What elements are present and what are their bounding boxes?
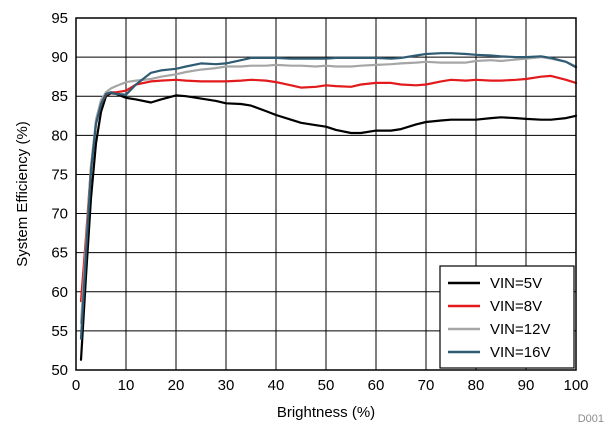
y-tick-label: 75 — [51, 166, 68, 183]
x-tick-label: 80 — [468, 377, 485, 394]
series-lines — [79, 52, 578, 361]
x-tick-label: 20 — [168, 377, 185, 394]
legend-items: VIN=5V VIN=8V VIN=12V VIN=16V — [448, 275, 550, 361]
x-tick-label: 60 — [368, 377, 385, 394]
x-tick-label: 10 — [118, 377, 135, 394]
tick-labels: 0 10 20 30 40 50 60 70 80 90 100 50 55 60 65 70 75 80 85 90… — [51, 10, 588, 394]
y-tick-label: 65 — [51, 245, 68, 262]
legend-label: VIN=5V — [490, 275, 542, 292]
y-tick-label: 80 — [51, 127, 68, 144]
series-line-vin-12v — [79, 55, 578, 325]
legend-label: VIN=8V — [490, 298, 542, 315]
series-line-vin-16v — [79, 52, 578, 340]
x-tick-label: 40 — [268, 377, 285, 394]
y-tick-label: 85 — [51, 88, 68, 105]
y-tick-label: 60 — [51, 284, 68, 301]
x-axis-label: Brightness (%) — [277, 404, 375, 421]
y-tick-label: 55 — [51, 323, 68, 340]
legend: VIN=5V VIN=8V VIN=12V VIN=16V — [439, 265, 575, 369]
y-axis-label: System Efficiency (%) — [14, 121, 31, 267]
legend-label: VIN=16V — [490, 344, 550, 361]
y-tick-label: 90 — [51, 49, 68, 66]
x-tick-label: 70 — [418, 377, 435, 394]
plot-frame — [75, 17, 577, 371]
y-tick-label: 70 — [51, 206, 68, 223]
x-tick-label: 0 — [72, 377, 80, 394]
legend-label: VIN=12V — [490, 321, 550, 338]
grid-lines — [76, 18, 576, 370]
x-tick-label: 100 — [563, 377, 588, 394]
y-tick-label: 95 — [51, 10, 68, 27]
x-tick-label: 30 — [218, 377, 235, 394]
series-line-vin-8v — [79, 74, 578, 303]
x-tick-label: 50 — [318, 377, 335, 394]
y-tick-label: 50 — [51, 362, 68, 379]
figure-id: D001 — [578, 413, 604, 424]
x-tick-label: 90 — [518, 377, 535, 394]
